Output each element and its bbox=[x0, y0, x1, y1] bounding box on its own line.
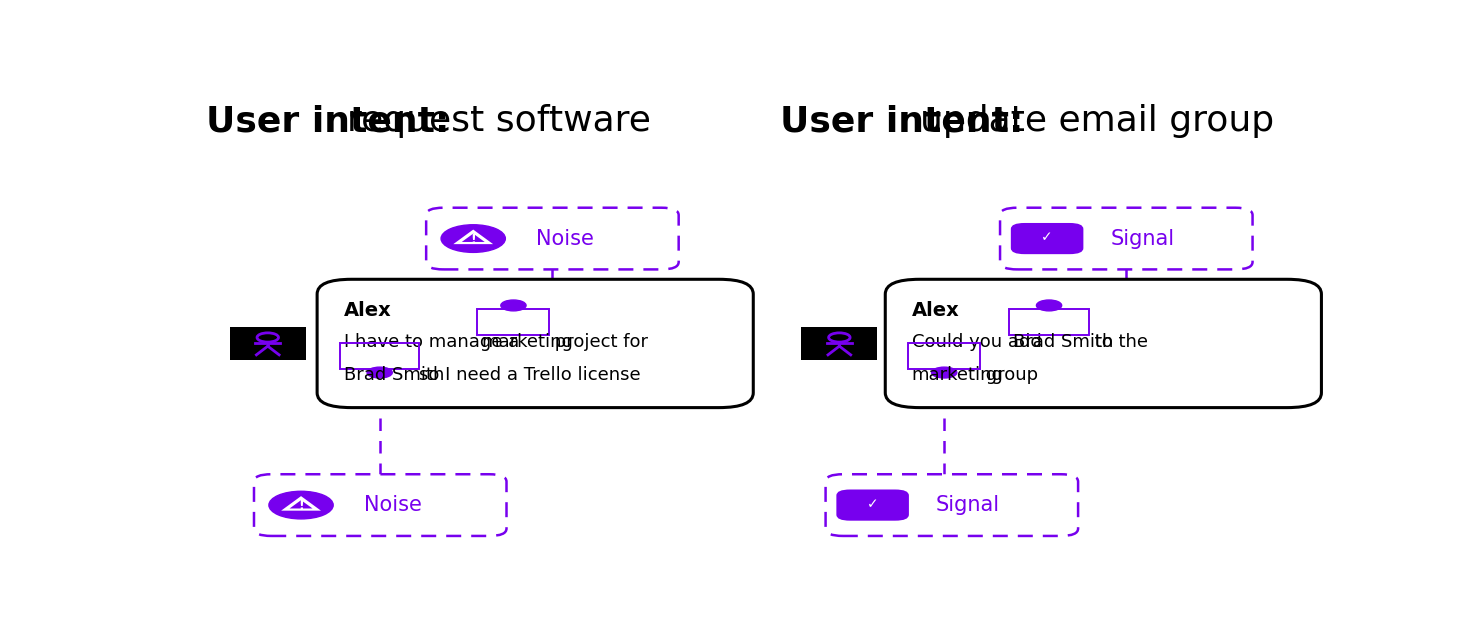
Text: Alex: Alex bbox=[344, 301, 391, 319]
Text: ✓: ✓ bbox=[1041, 231, 1053, 245]
Text: !: ! bbox=[471, 233, 475, 246]
Text: Signal: Signal bbox=[936, 495, 1000, 515]
Text: Noise: Noise bbox=[364, 495, 422, 515]
Text: Noise: Noise bbox=[536, 229, 594, 249]
Text: Brad Smith: Brad Smith bbox=[1013, 333, 1114, 351]
FancyBboxPatch shape bbox=[230, 327, 305, 360]
FancyBboxPatch shape bbox=[1000, 208, 1253, 269]
FancyBboxPatch shape bbox=[801, 327, 877, 360]
Text: Brad Smith: Brad Smith bbox=[344, 366, 444, 384]
Circle shape bbox=[441, 225, 505, 253]
FancyBboxPatch shape bbox=[427, 208, 678, 269]
Text: Could you add: Could you add bbox=[912, 333, 1047, 351]
Text: group: group bbox=[980, 366, 1038, 384]
Text: marketing: marketing bbox=[481, 333, 573, 351]
Text: project for: project for bbox=[549, 333, 649, 351]
Polygon shape bbox=[462, 233, 484, 242]
Text: update email group: update email group bbox=[920, 104, 1275, 138]
Text: to the: to the bbox=[1089, 333, 1148, 351]
Text: marketing: marketing bbox=[912, 366, 1004, 384]
Text: !: ! bbox=[298, 499, 304, 512]
Circle shape bbox=[270, 491, 333, 519]
Circle shape bbox=[932, 367, 957, 378]
Polygon shape bbox=[453, 229, 493, 244]
Text: so I need a Trello license: so I need a Trello license bbox=[419, 366, 641, 384]
Text: ✓: ✓ bbox=[866, 497, 878, 511]
FancyBboxPatch shape bbox=[825, 474, 1078, 536]
Text: I have to manage a: I have to manage a bbox=[344, 333, 524, 351]
FancyBboxPatch shape bbox=[886, 279, 1321, 408]
Circle shape bbox=[1037, 300, 1062, 311]
FancyBboxPatch shape bbox=[1012, 223, 1084, 254]
Text: Alex: Alex bbox=[912, 301, 960, 319]
Circle shape bbox=[367, 367, 392, 378]
FancyBboxPatch shape bbox=[317, 279, 754, 408]
Polygon shape bbox=[281, 496, 321, 511]
FancyBboxPatch shape bbox=[255, 474, 507, 536]
Text: Signal: Signal bbox=[1111, 229, 1174, 249]
FancyBboxPatch shape bbox=[837, 490, 909, 520]
Text: User intent:: User intent: bbox=[779, 104, 1023, 138]
Polygon shape bbox=[290, 500, 312, 508]
Text: request software: request software bbox=[347, 104, 650, 138]
Circle shape bbox=[501, 300, 526, 311]
Text: User intent:: User intent: bbox=[206, 104, 449, 138]
